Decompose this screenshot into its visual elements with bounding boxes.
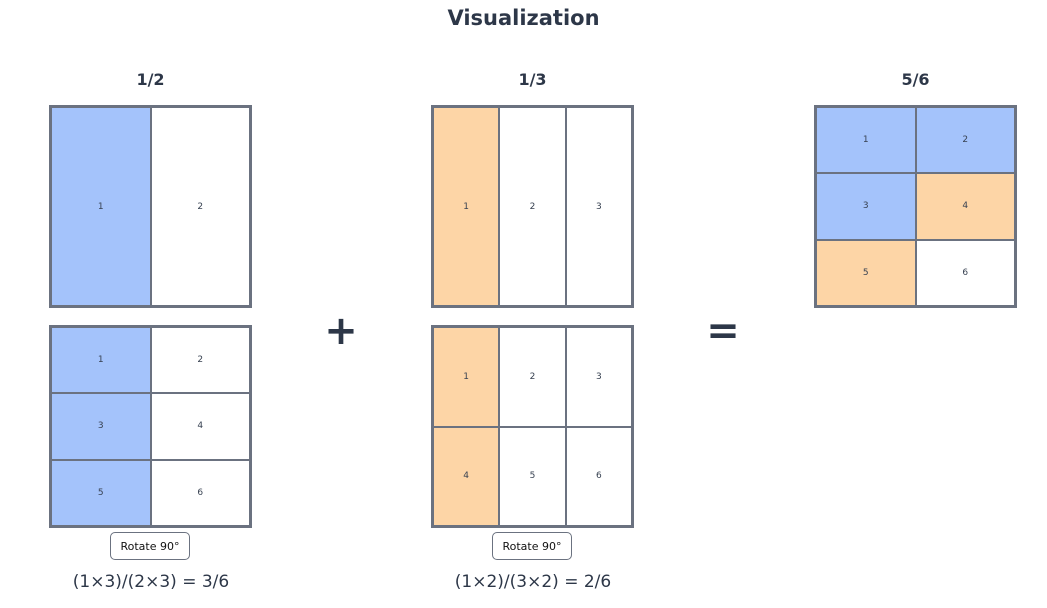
grid-cell: 2 (150, 327, 250, 394)
grid-cell: 3 (565, 107, 632, 306)
grid-cell: 2 (499, 327, 566, 427)
operator: + (324, 308, 358, 354)
grid-cell: 3 (816, 173, 916, 240)
grid-cell: 2 (915, 107, 1015, 174)
grid-cell: 3 (565, 327, 632, 427)
fraction-label: 1/3 (518, 70, 547, 89)
operator: = (706, 308, 740, 354)
grid-cell: 1 (433, 327, 500, 427)
formula: (1×3)/(2×3) = 3/6 (72, 572, 230, 592)
grid-cell: 3 (51, 393, 151, 460)
grid-cell: 2 (150, 107, 250, 306)
grid-cell: 1 (816, 107, 916, 174)
grid-cell: 6 (565, 426, 632, 526)
grid-cell: 4 (433, 426, 500, 526)
grid-cell: 4 (915, 173, 1015, 240)
grid-cell: 5 (499, 426, 566, 526)
fraction-label: 5/6 (901, 70, 930, 89)
formula: (1×2)/(3×2) = 2/6 (454, 572, 612, 592)
grid-cell: 5 (51, 459, 151, 526)
grid-cell: 1 (433, 107, 500, 306)
rotate-button[interactable]: Rotate 90° (492, 532, 572, 560)
grid-cell: 1 (51, 107, 151, 306)
grid-cell: 2 (499, 107, 566, 306)
fraction-label: 1/2 (136, 70, 165, 89)
grid-cell: 5 (816, 239, 916, 306)
grid-cell: 6 (915, 239, 1015, 306)
grid-cell: 1 (51, 327, 151, 394)
grid-cell: 6 (150, 459, 250, 526)
grid-cell: 4 (150, 393, 250, 460)
title: Visualization (447, 6, 600, 30)
rotate-button[interactable]: Rotate 90° (110, 532, 190, 560)
